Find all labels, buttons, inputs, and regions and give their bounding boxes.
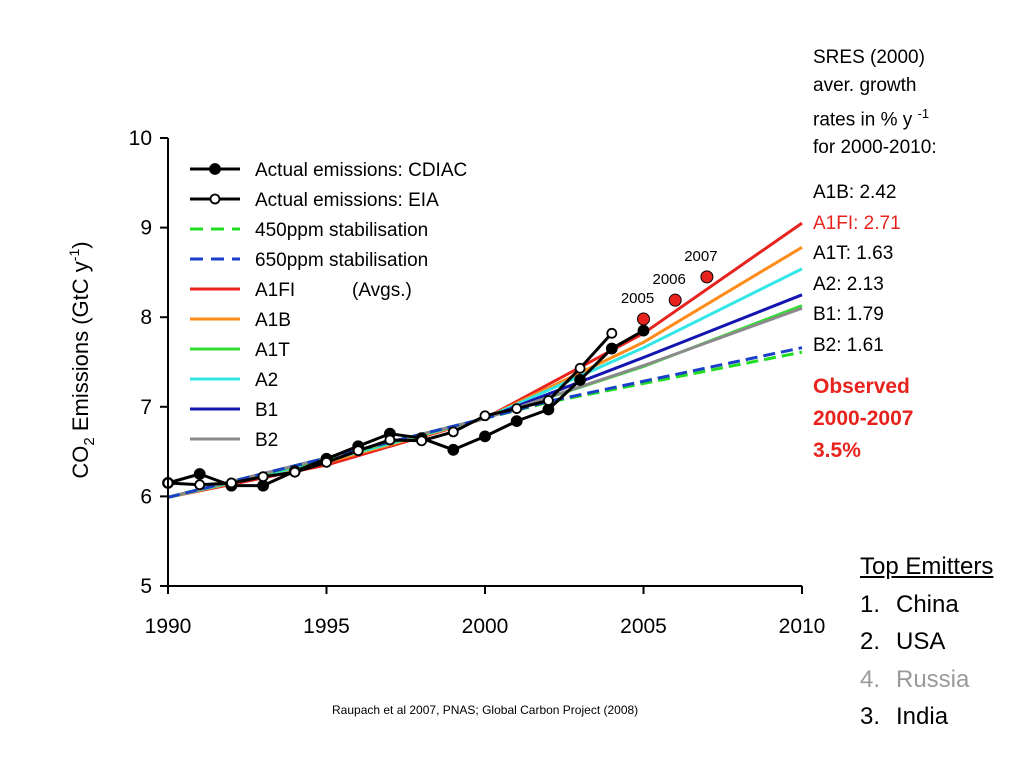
top-emitters-panel: Top Emitters 1. China 2. USA 4. Russia 3. In…: [860, 548, 993, 736]
y-tick-label: 5: [140, 575, 152, 598]
sres-rate-a1t: A1T: 1.63: [813, 243, 894, 265]
cdiac-data-point: [542, 403, 555, 416]
legend-marker: [209, 163, 221, 175]
emitter-name: USA: [896, 628, 946, 655]
observed-point: [668, 293, 682, 307]
top-emitters-title: Top Emitters: [860, 553, 994, 580]
sres-panel: SRES (2000) aver. growth rates in % y -1…: [813, 44, 937, 467]
sres-spacer-2: [813, 361, 937, 371]
emitter-name: China: [896, 590, 959, 618]
y-axis-label-sup: -1: [66, 249, 82, 262]
plot-area: 2005 2006 2007: [162, 221, 803, 499]
cdiac-data-point: [193, 468, 206, 480]
eia-data-point: [543, 395, 554, 406]
observed-line-2: 2000-2007: [813, 407, 914, 431]
y-tick-label: 8: [140, 306, 152, 329]
y-tick-label: 9: [140, 217, 152, 240]
x-tick-label: 2000: [462, 615, 509, 638]
y-axis-label-sub: 2: [81, 437, 98, 445]
legend-label: A2: [255, 370, 278, 391]
cdiac-data-point: [257, 479, 270, 492]
observed-line-3: 3.5%: [813, 439, 861, 463]
sres-rate-b2: B2: 1.61: [813, 334, 884, 356]
y-tick-label: 6: [140, 485, 152, 508]
cdiac-data-point: [479, 430, 491, 443]
cdiac-data-point: [605, 342, 618, 355]
sres-header-line-4: for 2000-2010:: [813, 137, 937, 159]
legend-label: Actual emissions: CDIAC: [255, 160, 467, 181]
observed-line-1: Observed: [813, 375, 910, 399]
eia-data-point: [384, 434, 396, 446]
axes: 1990 1995 2000 2005 2010 5 6 7 8 9 10: [129, 127, 826, 638]
x-tick-label: 1990: [145, 615, 192, 638]
legend-marker: [209, 193, 221, 205]
sres-rate-a1fi: A1FI: 2.71: [813, 212, 901, 234]
eia-data-point: [352, 445, 364, 457]
eia-data-point: [194, 479, 206, 491]
y-axis-label-pre: CO: [68, 446, 93, 479]
eia-data-point: [447, 426, 459, 438]
cdiac-data-point: [574, 374, 586, 386]
legend: Actual emissions: CDIAC Actual emissions:…: [190, 160, 467, 451]
emitter-item-india: 3. India: [860, 698, 993, 736]
y-axis-label: CO2 Emissions (GtC y-1): [66, 241, 98, 478]
emitter-item-russia: 4. Russia: [860, 661, 993, 699]
sres-header-line-2: aver. growth: [813, 75, 917, 96]
y-axis-label-post: ): [68, 241, 93, 248]
x-tick-label: 1995: [303, 615, 350, 638]
sres-header-line-1: SRES (2000): [813, 47, 925, 68]
eia-data-point: [321, 456, 332, 468]
legend-note: (Avgs.): [352, 280, 412, 301]
eia-data-point: [606, 327, 618, 339]
emitter-rank: 4.: [860, 665, 881, 693]
cdiac-data-point: [447, 443, 460, 456]
legend-label: 450ppm stabilisation: [255, 220, 428, 241]
eia-data-point: [225, 477, 237, 489]
eia-data-point: [511, 403, 523, 414]
observed-point: [637, 312, 650, 326]
legend-label: A1T: [255, 340, 290, 361]
sres-header-line-3-text: rates in % y: [813, 109, 913, 131]
x-tick-label: 2010: [779, 615, 826, 638]
sres-rate-a1b: A1B: 2.42: [813, 182, 897, 204]
legend-label: A1B: [255, 310, 291, 331]
sres-header-line-3: rates in % y -1: [813, 100, 937, 134]
sres-rate-a2: A2: 2.13: [813, 273, 884, 295]
emitter-item-usa: 2. USA: [860, 623, 993, 661]
cdiac-data-point: [510, 415, 523, 428]
y-tick-label: 10: [129, 127, 152, 150]
legend-label: Actual emissions: EIA: [255, 190, 439, 211]
legend-label: B2: [255, 430, 278, 451]
observed-point: [700, 270, 714, 284]
eia-data-point: [574, 362, 586, 374]
eia-data-point: [416, 435, 428, 447]
sres-header-sup: -1: [917, 106, 930, 121]
series-line-actual-emissions-cdiac: [167, 329, 645, 488]
legend-label: B1: [255, 400, 278, 421]
citation: Raupach et al 2007, PNAS; Global Carbon …: [332, 703, 639, 717]
eia-data-point: [289, 466, 301, 478]
emitter-item-china: 1. China: [860, 586, 993, 624]
x-tick-label: 2005: [620, 615, 667, 638]
emitter-name: Russia: [896, 665, 970, 693]
y-axis-label-mid: Emissions (GtC y: [68, 261, 93, 437]
legend-label: 650ppm stabilisation: [255, 250, 428, 271]
observed-point-label: 2005: [621, 290, 654, 307]
cdiac-data-point: [637, 324, 650, 337]
eia-data-point: [479, 410, 491, 422]
sres-spacer: [813, 162, 937, 178]
observed-point-label: 2006: [653, 271, 686, 288]
emitter-rank: 2.: [860, 628, 881, 655]
emitter-rank: 3.: [860, 703, 881, 730]
legend-label: A1FI: [255, 280, 295, 301]
eia-data-point: [257, 471, 269, 483]
observed-point-label: 2007: [684, 248, 717, 265]
emitter-name: India: [896, 703, 949, 730]
y-tick-label: 7: [140, 396, 152, 419]
sres-rate-b1: B1: 1.79: [813, 304, 884, 326]
emitter-rank: 1.: [860, 590, 881, 618]
